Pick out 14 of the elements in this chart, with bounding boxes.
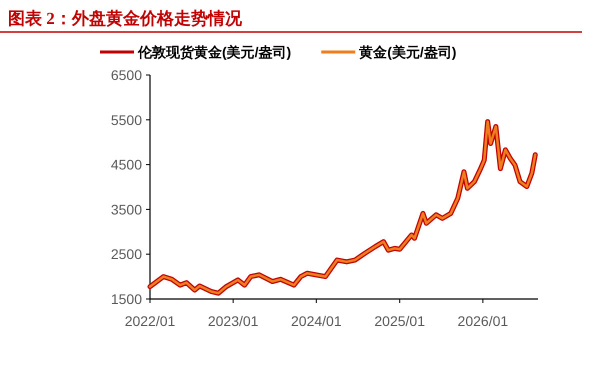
y-tick-label: 1500 bbox=[110, 291, 142, 307]
x-tick-label: 2024/01 bbox=[291, 313, 342, 329]
y-tick-label: 3500 bbox=[110, 201, 142, 218]
chart-title: 图表 2：外盘黄金价格走势情况 bbox=[8, 9, 243, 28]
y-tick-label: 2500 bbox=[110, 246, 142, 262]
x-tick-label: 2025/01 bbox=[374, 313, 426, 329]
y-tick-label: 5500 bbox=[110, 112, 142, 128]
y-tick-label: 6500 bbox=[110, 67, 142, 83]
legend-label: 伦敦现货黄金(美元/盎司) bbox=[137, 44, 292, 60]
legend-label: 黄金(美元/盎司) bbox=[358, 44, 456, 60]
x-tick-label: 2026/01 bbox=[458, 313, 508, 329]
x-tick-label: 2022/01 bbox=[124, 313, 176, 329]
y-tick-label: 4500 bbox=[110, 156, 142, 173]
x-tick-label: 2023/01 bbox=[208, 313, 259, 329]
